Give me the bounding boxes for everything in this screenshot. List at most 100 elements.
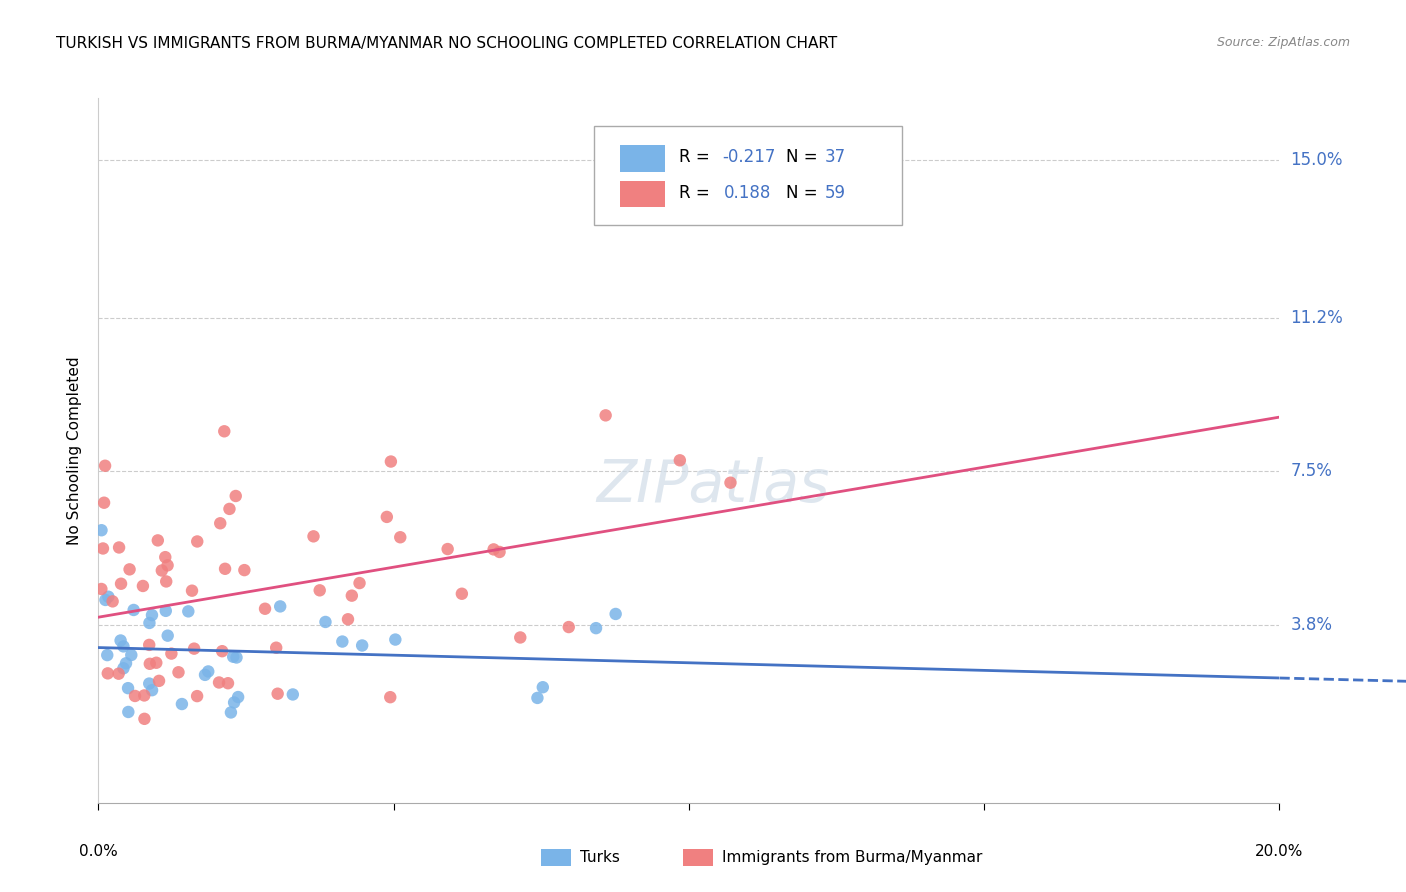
- Point: [214, 562, 236, 576]
- Point: [183, 641, 205, 656]
- Bar: [620, 180, 665, 207]
- Text: 11.2%: 11.2%: [1291, 309, 1343, 326]
- Point: [558, 620, 581, 634]
- Point: [349, 576, 371, 591]
- Point: [389, 530, 412, 544]
- Point: [156, 558, 179, 573]
- Point: [585, 621, 607, 635]
- Point: [380, 690, 402, 705]
- Text: 37: 37: [825, 148, 846, 166]
- Point: [340, 589, 363, 603]
- Point: [160, 647, 183, 661]
- Point: [141, 608, 163, 623]
- Point: [266, 687, 288, 701]
- Point: [93, 496, 115, 510]
- Text: ZIPatlas: ZIPatlas: [596, 458, 830, 514]
- Point: [132, 579, 155, 593]
- Point: [269, 599, 291, 614]
- Point: [526, 690, 548, 705]
- Point: [197, 665, 219, 679]
- Point: [217, 676, 239, 690]
- FancyBboxPatch shape: [595, 127, 901, 225]
- Point: [720, 475, 742, 490]
- Point: [482, 542, 505, 557]
- Point: [146, 533, 169, 548]
- Point: [186, 689, 208, 703]
- Point: [233, 563, 256, 577]
- Point: [450, 587, 472, 601]
- Point: [214, 425, 236, 439]
- Point: [101, 594, 124, 608]
- Text: 59: 59: [825, 184, 846, 202]
- Point: [110, 633, 132, 648]
- Point: [337, 612, 360, 626]
- Point: [302, 529, 325, 543]
- Point: [167, 665, 190, 680]
- Point: [117, 705, 139, 719]
- Point: [156, 629, 179, 643]
- Point: [97, 590, 120, 604]
- Text: 0.188: 0.188: [724, 184, 772, 202]
- Point: [148, 673, 170, 688]
- Point: [91, 541, 114, 556]
- Point: [384, 632, 406, 647]
- Point: [155, 574, 177, 589]
- Point: [139, 657, 162, 671]
- Text: N =: N =: [786, 184, 823, 202]
- Point: [330, 634, 353, 648]
- Point: [531, 680, 554, 694]
- Point: [96, 648, 118, 662]
- Point: [155, 550, 177, 565]
- Point: [605, 607, 627, 621]
- Point: [177, 604, 200, 618]
- Text: 3.8%: 3.8%: [1291, 615, 1333, 633]
- Point: [194, 668, 217, 682]
- Point: [211, 644, 233, 658]
- Point: [509, 631, 531, 645]
- Point: [115, 657, 138, 671]
- Point: [94, 593, 117, 607]
- Text: R =: R =: [679, 184, 721, 202]
- Point: [186, 534, 208, 549]
- Text: N =: N =: [786, 148, 823, 166]
- Point: [375, 509, 398, 524]
- Point: [308, 583, 330, 598]
- Point: [112, 640, 135, 654]
- Point: [138, 615, 160, 630]
- Text: R =: R =: [679, 148, 716, 166]
- Point: [352, 639, 374, 653]
- Point: [281, 688, 304, 702]
- Point: [108, 541, 131, 555]
- Text: Immigrants from Burma/Myanmar: Immigrants from Burma/Myanmar: [723, 849, 983, 864]
- Point: [181, 583, 204, 598]
- Text: 0.0%: 0.0%: [79, 844, 118, 859]
- Bar: [683, 848, 713, 866]
- Point: [145, 656, 167, 670]
- Text: Turks: Turks: [581, 849, 620, 864]
- Point: [117, 681, 139, 695]
- Point: [141, 683, 163, 698]
- Point: [110, 576, 132, 591]
- Point: [90, 582, 112, 596]
- Point: [90, 523, 112, 537]
- Text: Source: ZipAtlas.com: Source: ZipAtlas.com: [1216, 36, 1350, 49]
- Point: [107, 666, 129, 681]
- Point: [112, 661, 135, 675]
- Point: [118, 562, 141, 576]
- Point: [124, 689, 146, 703]
- Point: [120, 648, 142, 662]
- Text: 15.0%: 15.0%: [1291, 152, 1343, 169]
- Point: [314, 615, 336, 629]
- Point: [380, 454, 402, 468]
- Text: 20.0%: 20.0%: [1256, 844, 1303, 859]
- Point: [225, 650, 247, 665]
- Point: [122, 603, 145, 617]
- Point: [138, 638, 160, 652]
- Point: [209, 516, 232, 531]
- Point: [218, 502, 240, 516]
- Bar: [620, 145, 665, 172]
- Text: TURKISH VS IMMIGRANTS FROM BURMA/MYANMAR NO SCHOOLING COMPLETED CORRELATION CHAR: TURKISH VS IMMIGRANTS FROM BURMA/MYANMAR…: [56, 36, 838, 51]
- Y-axis label: No Schooling Completed: No Schooling Completed: [67, 356, 83, 545]
- Text: -0.217: -0.217: [723, 148, 775, 166]
- Point: [436, 542, 458, 557]
